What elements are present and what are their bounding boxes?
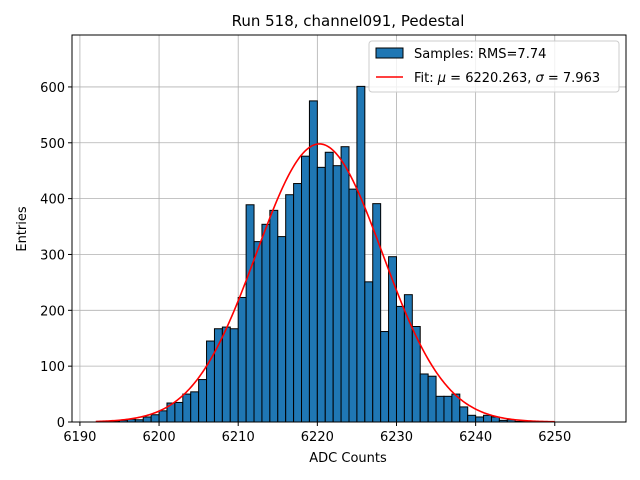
legend-box bbox=[368, 40, 620, 93]
legend-fit-prefix: Fit: bbox=[414, 71, 438, 86]
legend-mu-symbol: μ bbox=[437, 71, 446, 86]
histogram-bar bbox=[245, 204, 255, 423]
histogram-bar bbox=[150, 414, 160, 423]
histogram-bar bbox=[340, 146, 350, 423]
histogram-bar bbox=[285, 194, 295, 423]
histogram-bar bbox=[174, 401, 184, 423]
histogram-bar bbox=[253, 241, 263, 423]
x-tick-label: 6210 bbox=[222, 430, 255, 445]
histogram-bar bbox=[213, 328, 223, 423]
x-tick-label: 6230 bbox=[380, 430, 413, 445]
y-tick-label: 600 bbox=[40, 81, 65, 96]
legend-hist-swatch bbox=[375, 47, 404, 59]
histogram-bar bbox=[395, 305, 405, 423]
y-tick-label: 400 bbox=[40, 193, 65, 208]
histogram-bar bbox=[380, 331, 390, 423]
legend-mu-value: = 6220.263, bbox=[446, 71, 535, 86]
histogram-bar bbox=[221, 326, 231, 423]
histogram-bar bbox=[364, 281, 374, 423]
histogram-bar bbox=[308, 100, 318, 423]
histogram-bar bbox=[356, 85, 366, 423]
chart-title: Run 518, channel091, Pedestal bbox=[232, 12, 465, 30]
histogram-bar bbox=[182, 393, 192, 423]
histogram-bar bbox=[348, 188, 358, 423]
x-tick-label: 6220 bbox=[301, 430, 334, 445]
histogram-bar bbox=[261, 223, 271, 423]
histogram-bar bbox=[475, 416, 485, 423]
histogram-bar bbox=[277, 236, 287, 423]
fit-curve bbox=[95, 143, 555, 423]
histogram-bar bbox=[158, 410, 168, 423]
legend-sigma-value: = 7.963 bbox=[544, 71, 600, 86]
y-tick-label: 300 bbox=[40, 248, 65, 263]
x-tick-label: 6250 bbox=[538, 430, 571, 445]
y-axis-label: Entries bbox=[15, 206, 30, 252]
y-tick-label: 500 bbox=[40, 137, 65, 152]
histogram-bar bbox=[229, 328, 239, 423]
x-tick-label: 6200 bbox=[143, 430, 176, 445]
histogram-bar bbox=[332, 165, 342, 423]
histogram-bar bbox=[443, 395, 453, 423]
legend-fit-label: Fit: μ = 6220.263, σ = 7.963 bbox=[414, 71, 600, 86]
y-tick-label: 100 bbox=[40, 360, 65, 375]
histogram-bar bbox=[427, 375, 437, 423]
legend-sigma-symbol: σ bbox=[536, 71, 545, 86]
y-axis-ticks: 0 100 200 300 400 500 600 bbox=[40, 81, 72, 431]
histogram-bar bbox=[269, 209, 279, 423]
legend: Samples: RMS=7.74 Fit: μ = 6220.263, σ =… bbox=[368, 40, 620, 93]
histogram-bar bbox=[459, 406, 469, 423]
histogram-bar bbox=[316, 166, 326, 423]
plot-frame bbox=[71, 34, 627, 423]
histogram-bar bbox=[419, 373, 429, 423]
y-tick-label: 0 bbox=[57, 416, 65, 431]
histogram-bar bbox=[198, 379, 208, 423]
histogram-bar bbox=[237, 296, 247, 423]
histogram-bars bbox=[103, 85, 532, 423]
x-axis-label: ADC Counts bbox=[309, 451, 387, 466]
histogram-bar bbox=[293, 183, 303, 423]
histogram-bar bbox=[435, 395, 445, 423]
histogram-bar bbox=[483, 414, 492, 423]
x-tick-label: 6190 bbox=[63, 430, 96, 445]
x-tick-label: 6240 bbox=[459, 430, 492, 445]
x-axis-ticks: 6190 6200 6210 6220 6230 6240 6250 bbox=[63, 422, 571, 445]
y-tick-label: 200 bbox=[40, 304, 65, 319]
histogram-bar bbox=[301, 155, 310, 423]
legend-hist-label: Samples: RMS=7.74 bbox=[414, 47, 546, 62]
histogram-bar bbox=[467, 414, 477, 423]
histogram-bar bbox=[142, 416, 152, 423]
histogram-bar bbox=[190, 391, 200, 423]
histogram-bar bbox=[324, 151, 334, 423]
